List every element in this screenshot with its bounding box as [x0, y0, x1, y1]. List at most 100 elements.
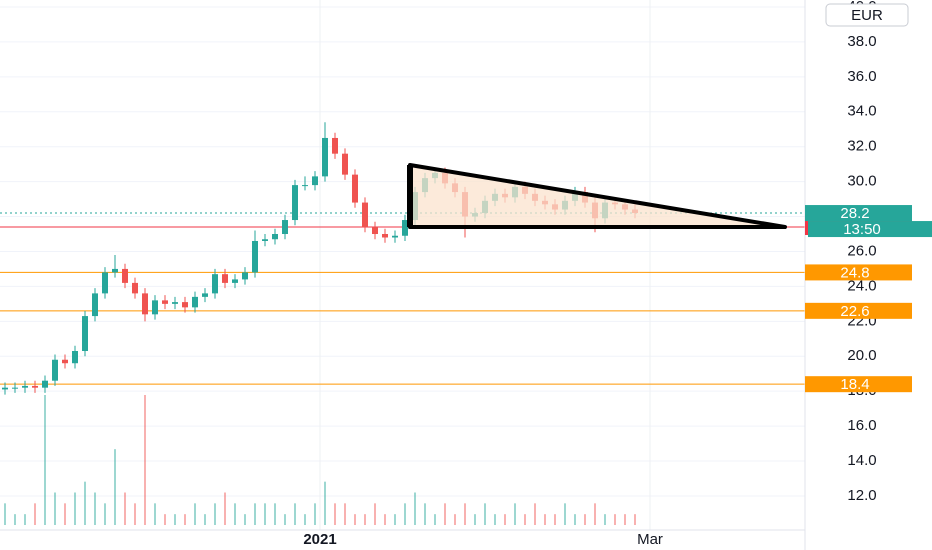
- volume-bar: [184, 514, 186, 525]
- currency-button[interactable]: [825, 3, 909, 27]
- candle-body: [62, 359, 68, 364]
- level-badge: [805, 264, 912, 281]
- price-axis: 12.014.016.018.020.022.024.026.028.030.0…: [847, 0, 876, 504]
- candle-body: [402, 220, 408, 236]
- countdown-badge: [808, 221, 932, 238]
- volume-bar: [334, 503, 336, 525]
- volume-bar: [154, 503, 156, 525]
- volume-bar: [314, 503, 316, 525]
- volume-bar: [444, 503, 446, 525]
- candle-body: [152, 300, 158, 315]
- volume-bar: [424, 503, 426, 525]
- volume-bar: [74, 492, 76, 525]
- candle-body: [22, 385, 28, 388]
- volume-bar: [124, 492, 126, 525]
- y-tick-label: 16.0: [847, 417, 876, 434]
- candle-body: [272, 234, 278, 240]
- volume-bar: [344, 503, 346, 525]
- candle-body: [102, 272, 108, 294]
- y-tick-label: 32.0: [847, 138, 876, 155]
- volume-bar: [284, 514, 286, 525]
- volume-bar: [464, 503, 466, 525]
- volume-bar: [504, 514, 506, 525]
- x-tick-label: 2021: [303, 531, 336, 548]
- volume-bar: [234, 503, 236, 525]
- time-axis: 2021 Mar: [303, 531, 663, 548]
- volume-bar: [164, 514, 166, 525]
- volume-bar: [34, 503, 36, 525]
- candle-body: [302, 185, 308, 187]
- candle-body: [232, 279, 238, 283]
- candle-body: [12, 387, 18, 389]
- volume-bar: [114, 449, 116, 525]
- volume-bar: [574, 514, 576, 525]
- candle-body: [382, 234, 388, 238]
- volume-bar: [354, 514, 356, 525]
- volume-bar: [214, 503, 216, 525]
- candle-body: [202, 293, 208, 297]
- candle-body: [392, 235, 398, 238]
- volume-bar: [364, 514, 366, 525]
- candle-body: [122, 268, 128, 283]
- volume-bar: [44, 395, 46, 525]
- candle-body: [242, 272, 248, 280]
- volume-bar: [494, 514, 496, 525]
- candle-body: [42, 380, 48, 388]
- volume-bar: [304, 514, 306, 525]
- volume-bar: [64, 503, 66, 525]
- candle-body: [332, 137, 338, 154]
- volume-bar: [484, 503, 486, 525]
- candle-body: [322, 137, 328, 177]
- candle-body: [282, 220, 288, 235]
- volume-bar: [514, 503, 516, 525]
- volume-bar: [634, 514, 636, 525]
- volume-bar: [194, 503, 196, 525]
- level-badge: [805, 376, 912, 393]
- volume-bar: [374, 503, 376, 525]
- grid: [0, 6, 805, 497]
- y-tick-label: 14.0: [847, 452, 876, 469]
- candle-body: [142, 293, 148, 315]
- volume-bar: [624, 514, 626, 525]
- candle-body: [32, 385, 38, 388]
- volume-bar: [474, 514, 476, 525]
- candle-body: [72, 351, 78, 364]
- volume-bar: [434, 514, 436, 525]
- countdown-label: 13:50: [843, 221, 881, 238]
- y-tick-label: 24.0: [847, 277, 876, 294]
- y-tick-label: 30.0: [847, 173, 876, 190]
- candle-body: [212, 274, 218, 294]
- volume-bar: [134, 503, 136, 525]
- y-tick-label: 20.0: [847, 347, 876, 364]
- level-label: 22.6: [840, 303, 869, 320]
- volume-bar: [324, 481, 326, 525]
- candle-body: [192, 296, 198, 308]
- last-price-label: 28.2: [840, 205, 869, 222]
- candle-body: [92, 293, 98, 317]
- volume-bar: [594, 503, 596, 525]
- volume-bar: [394, 514, 396, 525]
- volume-bar: [384, 514, 386, 525]
- volume-bar: [554, 514, 556, 525]
- last-price-badge: [805, 205, 912, 222]
- volume-bar: [604, 514, 606, 525]
- currency-label[interactable]: EUR: [851, 7, 883, 24]
- volume-bar: [274, 503, 276, 525]
- volume-bar: [24, 514, 26, 525]
- candle-body: [292, 185, 298, 221]
- candle-body: [82, 316, 88, 352]
- candle-body: [112, 268, 118, 273]
- volume-bar: [534, 503, 536, 525]
- y-tick-label: 38.0: [847, 33, 876, 50]
- candle-body: [262, 239, 268, 241]
- level-label: 24.8: [840, 264, 869, 281]
- volume-bar: [524, 514, 526, 525]
- candle-body: [352, 174, 358, 203]
- volume-bar: [454, 514, 456, 525]
- candle-body: [312, 176, 318, 186]
- candle-body: [342, 153, 348, 175]
- volume-bar: [414, 492, 416, 525]
